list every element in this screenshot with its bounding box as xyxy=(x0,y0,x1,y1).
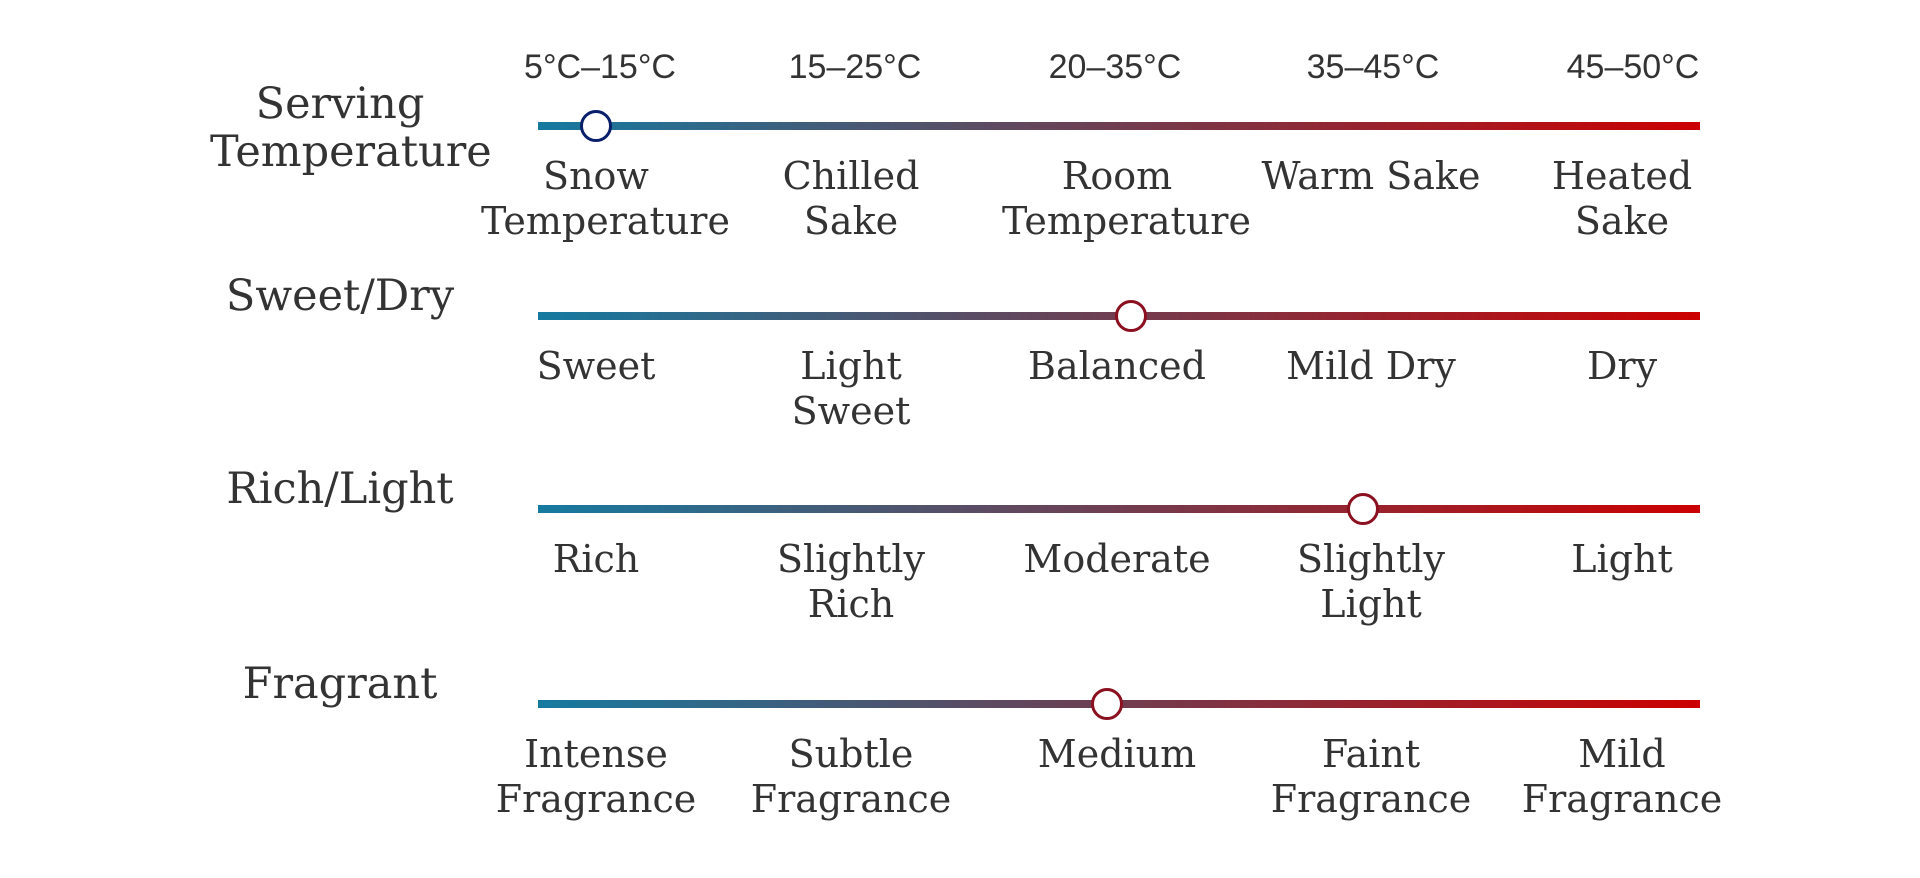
scale-option-label: Slightly Rich xyxy=(776,537,926,626)
scale-marker[interactable] xyxy=(1347,493,1380,525)
temperature-range-label: 35–45°C xyxy=(1306,48,1440,86)
scale-title: Sweet/Dry xyxy=(225,271,455,321)
scale-option-label: Rich xyxy=(552,537,640,581)
scale-option-label: Chilled Sake xyxy=(782,154,920,243)
temperature-range-label: 15–25°C xyxy=(788,48,922,86)
temperature-range-label: 5°C–15°C xyxy=(524,48,676,86)
scale-track xyxy=(538,505,1700,513)
scale-option-label: Intense Fragrance xyxy=(495,732,697,821)
temperature-range-label: 45–50°C xyxy=(1566,48,1700,86)
scale-option-label: Balanced xyxy=(1028,344,1206,388)
scale-title: Serving Temperature xyxy=(210,79,492,177)
scale-marker[interactable] xyxy=(580,110,613,142)
scale-track xyxy=(538,122,1700,130)
scale-option-label: Heated Sake xyxy=(1551,154,1693,243)
scale-option-label: Faint Fragrance xyxy=(1270,732,1472,821)
scale-option-label: Light Sweet xyxy=(791,344,911,433)
scale-option-label: Room Temperature xyxy=(1002,154,1251,243)
scale-option-label: Dry xyxy=(1586,344,1658,388)
scale-option-label: Light xyxy=(1571,537,1673,581)
scale-option-label: Mild Fragrance xyxy=(1521,732,1723,821)
scale-option-label: Moderate xyxy=(1023,537,1211,581)
scale-title: Rich/Light xyxy=(226,464,454,514)
scale-option-label: Slightly Light xyxy=(1296,537,1446,626)
scale-marker[interactable] xyxy=(1091,688,1124,720)
scale-title: Fragrant xyxy=(242,659,438,709)
scale-option-label: Snow Temperature xyxy=(481,154,730,243)
scale-option-label: Subtle Fragrance xyxy=(750,732,952,821)
scale-option-label: Medium xyxy=(1037,732,1197,776)
scale-marker[interactable] xyxy=(1114,300,1147,332)
temperature-range-label: 20–35°C xyxy=(1048,48,1182,86)
scale-option-label: Sweet xyxy=(536,344,656,388)
scale-option-label: Warm Sake xyxy=(1261,154,1481,198)
scale-option-label: Mild Dry xyxy=(1286,344,1456,388)
